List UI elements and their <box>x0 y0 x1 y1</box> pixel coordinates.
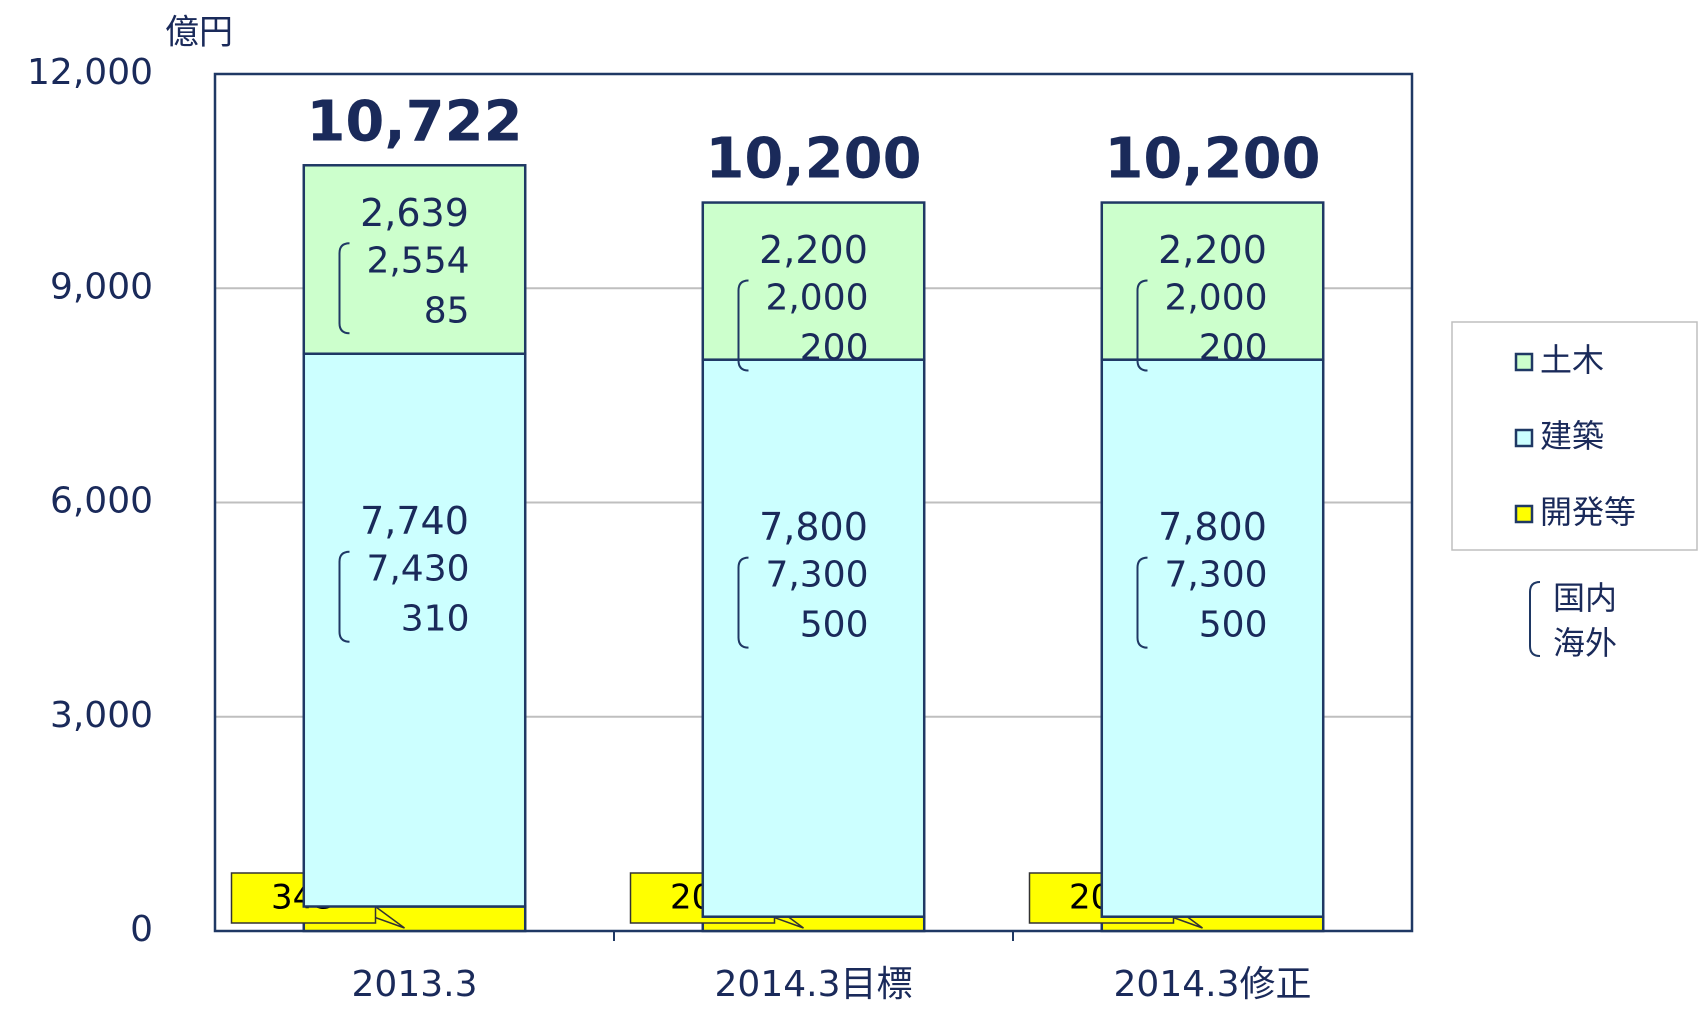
breakdown-overseas: 310 <box>401 599 470 640</box>
legend-swatch <box>1514 428 1534 448</box>
legend-swatch <box>1514 352 1534 372</box>
bar-segment <box>1100 358 1325 918</box>
bracket <box>1529 581 1541 657</box>
total-label: 10,200 <box>705 127 921 192</box>
breakdown-legend-label: 海外 <box>1553 624 1617 662</box>
breakdown-domestic: 2,000 <box>1164 278 1267 319</box>
y-tick-label: 9,000 <box>50 266 153 307</box>
unit-label: 億円 <box>165 13 233 53</box>
legend-swatch <box>1514 504 1534 524</box>
bar-segment <box>701 358 926 918</box>
breakdown-overseas: 500 <box>1199 605 1268 646</box>
y-tick-label: 0 <box>130 909 153 950</box>
bracket <box>338 242 350 335</box>
breakdown-domestic: 7,300 <box>765 555 868 596</box>
legend-label: 開発等 <box>1540 493 1636 531</box>
bracket <box>737 279 749 372</box>
legend-label: 建築 <box>1540 417 1604 455</box>
breakdown-overseas: 85 <box>424 290 470 331</box>
total-label: 10,722 <box>306 89 522 154</box>
value-label: 7,800 <box>1158 505 1267 549</box>
breakdown-domestic: 2,000 <box>765 278 868 319</box>
y-tick-label: 3,000 <box>50 695 153 736</box>
value-label: 2,639 <box>360 191 469 235</box>
bar-segment <box>302 164 527 355</box>
x-tick-label: 2014.3修正 <box>1114 964 1312 1005</box>
breakdown-overseas: 500 <box>800 605 869 646</box>
breakdown-overseas: 200 <box>800 328 869 369</box>
x-tick-label: 2014.3目標 <box>715 964 913 1005</box>
breakdown-domestic: 7,430 <box>366 549 469 590</box>
value-label: 7,800 <box>759 505 868 549</box>
value-label: 7,740 <box>360 499 469 543</box>
y-tick-label: 6,000 <box>50 481 153 522</box>
bracket <box>1136 279 1148 372</box>
total-label: 10,200 <box>1104 127 1320 192</box>
bar-segment <box>1100 201 1325 361</box>
bar-segment <box>302 352 527 908</box>
value-label: 2,200 <box>1158 228 1267 272</box>
bracket <box>338 550 350 643</box>
breakdown-domestic: 2,554 <box>366 240 469 281</box>
y-tick-label: 12,000 <box>27 52 153 93</box>
breakdown-overseas: 200 <box>1199 328 1268 369</box>
value-label: 2,200 <box>759 228 868 272</box>
legend-box <box>1451 321 1698 551</box>
legend-label: 土木 <box>1540 341 1604 379</box>
breakdown-legend-label: 国内 <box>1553 579 1617 617</box>
breakdown-domestic: 7,300 <box>1164 555 1267 596</box>
bar-segment <box>701 201 926 361</box>
bracket <box>737 556 749 649</box>
x-tick-label: 2013.3 <box>352 964 478 1005</box>
bracket <box>1136 556 1148 649</box>
